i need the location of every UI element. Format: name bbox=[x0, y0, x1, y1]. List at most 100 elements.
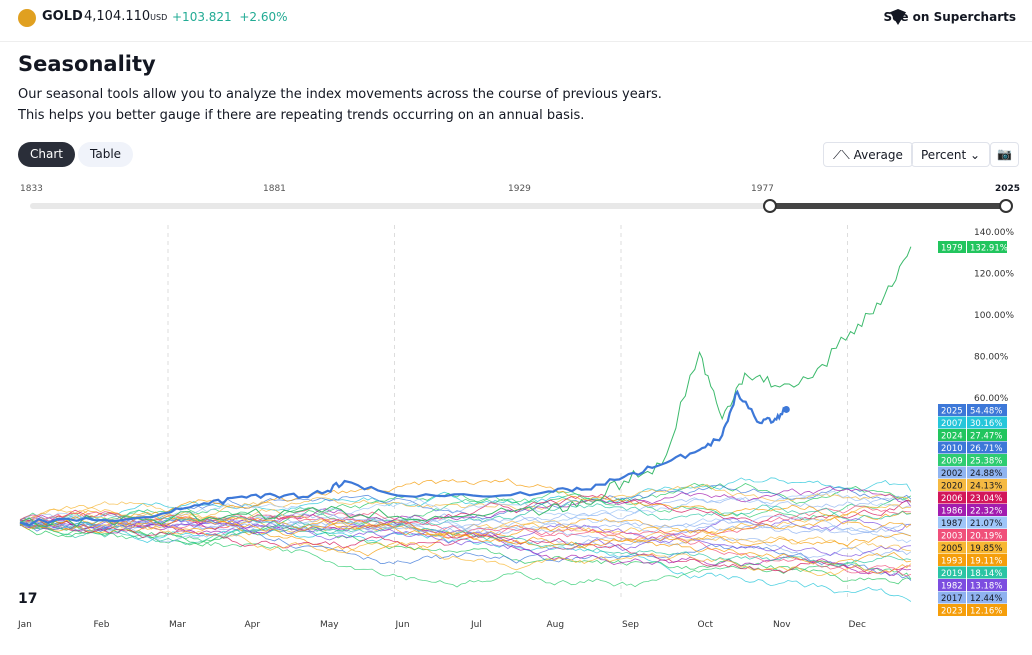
legend-year: 2007 bbox=[941, 419, 963, 429]
legend-year: 1987 bbox=[941, 519, 963, 529]
legend-year-badge bbox=[938, 579, 966, 591]
legend-value-badge bbox=[967, 541, 1007, 554]
percent-dropdown[interactable]: Percent ⌄ bbox=[911, 142, 991, 167]
legend-year: 2023 bbox=[941, 607, 963, 617]
legend-value-badge bbox=[967, 441, 1007, 454]
series-line-1979 bbox=[19, 246, 912, 528]
page-title: Seasonality bbox=[18, 52, 156, 76]
legend-year: 1979 bbox=[941, 244, 963, 254]
range-slider-track[interactable] bbox=[30, 203, 1006, 209]
legend-value-badge bbox=[967, 566, 1007, 579]
month-tick-label: May bbox=[320, 620, 339, 630]
range-label: 2025 bbox=[995, 184, 1021, 194]
legend-year-badge bbox=[938, 504, 966, 516]
legend-year-badge bbox=[938, 554, 966, 566]
line-chart-icon: ⟋⟍ bbox=[833, 148, 854, 162]
range-start-handle[interactable] bbox=[763, 199, 777, 213]
legend-value: 132.91% bbox=[970, 244, 1008, 254]
legend-value-badge bbox=[967, 516, 1007, 529]
legend-value-badge bbox=[967, 416, 1007, 429]
legend-year-badge bbox=[938, 241, 966, 253]
month-tick-label: Jun bbox=[395, 620, 410, 630]
legend-value-badge bbox=[967, 579, 1007, 591]
legend-value: 19.11% bbox=[970, 557, 1002, 567]
legend-value-badge bbox=[967, 491, 1007, 504]
legend-year-badge bbox=[938, 541, 966, 554]
range-label: 1977 bbox=[751, 184, 774, 194]
legend-value-badge bbox=[967, 429, 1007, 441]
month-tick-label: Apr bbox=[245, 620, 261, 630]
legend-year: 1993 bbox=[941, 557, 963, 567]
legend-year-badge bbox=[938, 404, 966, 416]
legend-year-badge bbox=[938, 429, 966, 441]
legend-year: 2017 bbox=[941, 594, 963, 604]
series-line-2019 bbox=[19, 509, 911, 567]
legend-year-badge bbox=[938, 529, 966, 541]
y-tick-label: 140.00% bbox=[974, 228, 1014, 238]
average-button[interactable]: ⟋⟍ Average bbox=[823, 142, 913, 167]
legend-year-badge bbox=[938, 479, 966, 491]
range-label: 1881 bbox=[263, 184, 286, 194]
legend-value: 19.85% bbox=[970, 544, 1002, 554]
series-line-1987 bbox=[19, 491, 911, 532]
tab-chart[interactable]: Chart bbox=[18, 142, 75, 167]
legend-year: 2019 bbox=[941, 569, 963, 579]
month-tick-label: Oct bbox=[698, 620, 714, 630]
legend-year-badge bbox=[938, 416, 966, 429]
series-line-1993 bbox=[19, 478, 911, 527]
legend-year: 2020 bbox=[941, 482, 963, 492]
see-on-supercharts-link[interactable]: See on Supercharts bbox=[883, 10, 1016, 24]
series-line-1982 bbox=[19, 519, 911, 557]
legend-value: 12.44% bbox=[970, 594, 1002, 604]
y-tick-label: 80.00% bbox=[974, 353, 1009, 363]
series-line-2025 bbox=[19, 389, 787, 527]
legend-year: 2010 bbox=[941, 444, 963, 454]
legend-year-badge bbox=[938, 441, 966, 454]
legend-value: 18.14% bbox=[970, 569, 1002, 579]
series-line-2002 bbox=[19, 495, 912, 534]
range-selection[interactable] bbox=[770, 203, 1006, 209]
legend-value: 54.48% bbox=[970, 407, 1002, 417]
series-line-2023 bbox=[19, 516, 912, 549]
legend-value: 26.71% bbox=[970, 444, 1002, 454]
month-tick-label: Dec bbox=[849, 620, 866, 630]
legend-year: 2002 bbox=[941, 469, 963, 479]
series-line-2017 bbox=[19, 516, 911, 549]
legend-year: 2006 bbox=[941, 494, 963, 504]
change: +103.821 +2.60% bbox=[172, 10, 288, 24]
month-tick-label: Sep bbox=[622, 620, 639, 630]
legend-value: 20.19% bbox=[970, 532, 1002, 542]
legend-year-badge bbox=[938, 516, 966, 529]
y-tick-label: 60.00% bbox=[974, 394, 1009, 404]
series-line-2017 bbox=[19, 514, 912, 543]
legend-value-badge bbox=[967, 479, 1007, 491]
series-line-2005 bbox=[19, 519, 912, 576]
legend-value-badge bbox=[967, 591, 1007, 604]
legend-value: 13.18% bbox=[970, 582, 1002, 592]
legend-year: 2005 bbox=[941, 544, 963, 554]
legend-value: 22.32% bbox=[970, 507, 1002, 517]
tab-table[interactable]: Table bbox=[78, 142, 134, 167]
legend-year: 1986 bbox=[941, 507, 963, 517]
legend-year: 2009 bbox=[941, 457, 963, 467]
range-label: 1929 bbox=[508, 184, 531, 194]
legend-value: 24.13% bbox=[970, 482, 1002, 492]
legend-value-badge bbox=[967, 529, 1007, 541]
symbol-header: GOLD 4,104.110USD +103.821 +2.60% See on… bbox=[0, 0, 1032, 42]
series-line-2024 bbox=[19, 520, 912, 585]
legend-value-badge bbox=[967, 241, 1007, 253]
legend-value: 30.16% bbox=[970, 419, 1002, 429]
camera-icon[interactable]: 📷 bbox=[990, 142, 1019, 167]
legend-value: 21.07% bbox=[970, 519, 1002, 529]
legend-value: 12.16% bbox=[970, 607, 1002, 617]
legend-value-badge bbox=[967, 404, 1007, 416]
series-line-2003 bbox=[19, 511, 912, 577]
series-line-2023 bbox=[19, 516, 912, 557]
tradingview-logo: 17 bbox=[18, 591, 37, 607]
legend-year-badge bbox=[938, 591, 966, 604]
range-end-handle[interactable] bbox=[999, 199, 1013, 213]
legend-year-badge bbox=[938, 604, 966, 616]
legend-year: 2003 bbox=[941, 532, 963, 542]
last-point-marker bbox=[782, 405, 790, 413]
legend-value: 25.38% bbox=[970, 457, 1002, 467]
